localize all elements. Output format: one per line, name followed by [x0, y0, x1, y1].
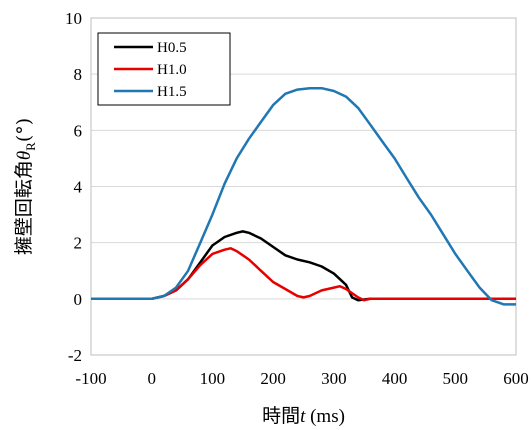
- x-tick-label: 0: [147, 369, 156, 388]
- series-line-H1.5: [91, 86, 516, 306]
- legend-label: H1.0: [157, 62, 187, 78]
- legend-label: H1.5: [157, 84, 187, 100]
- x-tick-label: 400: [382, 369, 408, 388]
- plot-area-frame: [90, 17, 517, 356]
- x-tick-label: -100: [75, 369, 106, 388]
- series-line-H0.5: [91, 230, 516, 302]
- y-tick-label: 2: [74, 234, 83, 253]
- y-tick-label: 10: [65, 9, 82, 28]
- legend: H0.5 H1.0 H1.5: [97, 32, 231, 106]
- legend-label: H0.5: [157, 40, 187, 56]
- y-tick-label: 0: [74, 290, 83, 309]
- y-axis-label: 擁壁回転角θR(°): [13, 118, 38, 255]
- x-tick-label: 100: [200, 369, 226, 388]
- y-tick-labels: -2 0 2 4 6 8 10: [65, 9, 83, 365]
- series-layer: [91, 86, 516, 306]
- series-line-H1.0: [91, 247, 516, 302]
- y-tick-label: 4: [74, 178, 83, 197]
- x-tick-labels: -100 0 100 200 300 400 500 600: [75, 369, 528, 388]
- y-tick-label: 6: [74, 121, 83, 140]
- y-tick-label: 8: [74, 65, 83, 84]
- y-tick-label: -2: [68, 346, 82, 365]
- x-tick-label: 500: [443, 369, 469, 388]
- x-tick-label: 200: [260, 369, 286, 388]
- x-tick-label: 300: [321, 369, 347, 388]
- x-axis-label: 時間t (ms): [262, 405, 345, 427]
- x-tick-label: 600: [503, 369, 529, 388]
